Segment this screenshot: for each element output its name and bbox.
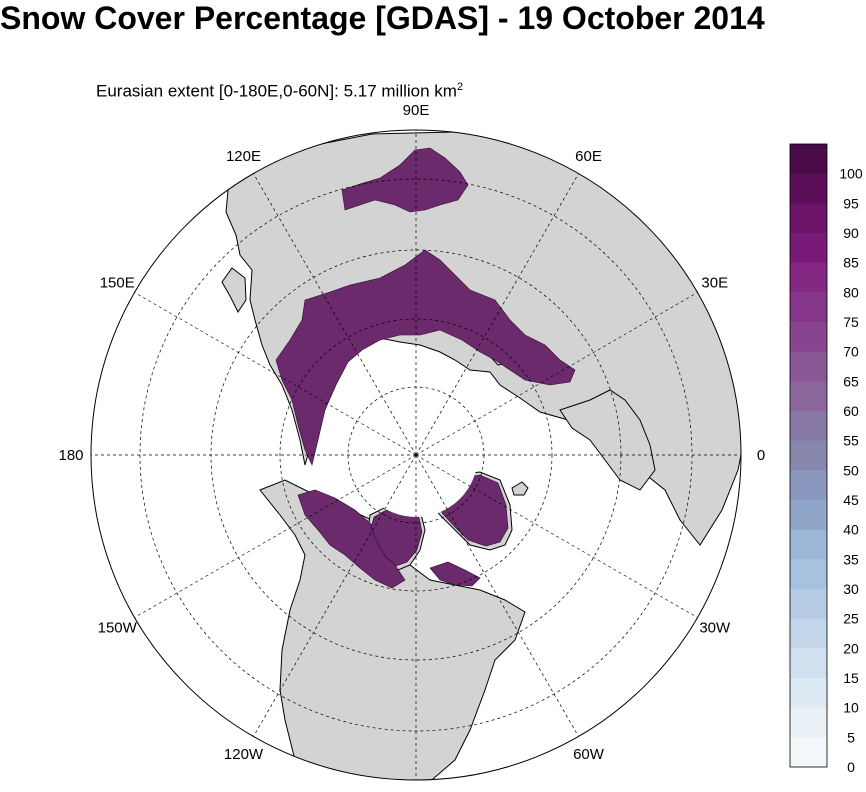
map-title: Snow Cover Percentage [GDAS] - 19 Octobe… bbox=[0, 0, 765, 36]
colorbar-tick-label: 55 bbox=[843, 433, 859, 449]
colorbar-tick-label: 10 bbox=[843, 700, 859, 716]
lon-60e-label: 60E bbox=[575, 148, 602, 165]
colorbar-swatch bbox=[790, 707, 827, 738]
colorbar-border bbox=[789, 143, 828, 768]
colorbar-tick-label: 45 bbox=[843, 492, 859, 508]
colorbar-swatch bbox=[790, 559, 827, 590]
colorbar-tick-label: 50 bbox=[843, 462, 859, 478]
colorbar-tick-label: 35 bbox=[843, 551, 859, 567]
colorbar-swatch bbox=[790, 618, 827, 649]
colorbar-tick-label: 60 bbox=[843, 403, 859, 419]
colorbar-swatch bbox=[790, 411, 827, 442]
colorbar-swatch bbox=[790, 737, 827, 768]
colorbar-swatch bbox=[790, 233, 827, 264]
globe-border bbox=[90, 129, 742, 781]
colorbar-tick-label: 25 bbox=[843, 611, 859, 627]
land-iceland bbox=[511, 481, 529, 496]
colorbar-swatch bbox=[790, 144, 827, 175]
meridian-line bbox=[134, 454, 417, 618]
colorbar-tick-label: 80 bbox=[843, 284, 859, 300]
eurasian-extent-text: Eurasian extent [0-180E,0-60N]: 5.17 mil… bbox=[96, 81, 457, 101]
colorbar-tick-label: 0 bbox=[847, 759, 855, 775]
colorbar-swatch bbox=[790, 351, 827, 382]
meridian-line bbox=[253, 173, 417, 456]
lon-120w-label: 120W bbox=[224, 746, 264, 763]
colorbar-swatch bbox=[790, 173, 827, 204]
meridian-line bbox=[415, 454, 579, 737]
snow-north-asia bbox=[341, 147, 469, 213]
colorbar-swatch bbox=[790, 589, 827, 620]
land-scandinavia bbox=[559, 389, 656, 491]
colorbar-tick-label: 65 bbox=[843, 373, 859, 389]
colorbar-swatch bbox=[790, 500, 827, 531]
lon-30e-label: 30E bbox=[701, 275, 728, 292]
colorbar-swatch bbox=[790, 648, 827, 679]
colorbar-swatch bbox=[790, 470, 827, 501]
lon-60w-label: 60W bbox=[573, 746, 605, 763]
longitude-labels: 90E60E30E030W60W90W120W150W180150E120E bbox=[58, 102, 765, 763]
colorbar-tick-label: 95 bbox=[843, 195, 859, 211]
meridian-line bbox=[415, 173, 579, 456]
meridian-line bbox=[415, 292, 698, 456]
colorbar-swatch bbox=[790, 440, 827, 471]
snow-alaska-yukon bbox=[297, 489, 406, 589]
colorbar-tick-label: 20 bbox=[843, 640, 859, 656]
colorbar-tick-label: 15 bbox=[843, 670, 859, 686]
meridian-line bbox=[415, 454, 698, 618]
subtitle-superscript: 2 bbox=[456, 81, 464, 93]
snow-quebec bbox=[429, 561, 481, 587]
colorbar-tick-label: 30 bbox=[843, 581, 859, 597]
colorbar-swatch bbox=[790, 322, 827, 353]
colorbar-tick-label: 40 bbox=[843, 522, 859, 538]
lon-120e-label: 120E bbox=[226, 148, 261, 165]
colorbar-swatch bbox=[790, 262, 827, 293]
lon-150e-label: 150E bbox=[100, 275, 135, 292]
colorbar-tick-label: 5 bbox=[847, 729, 855, 745]
lon-150w-label: 150W bbox=[98, 620, 138, 637]
colorbar-swatch bbox=[790, 529, 827, 560]
meridian-line bbox=[253, 454, 417, 737]
lon-180-label: 180 bbox=[58, 447, 83, 464]
colorbar-swatch bbox=[790, 203, 827, 234]
colorbar-tick-label: 70 bbox=[843, 344, 859, 360]
lon-0-label: 0 bbox=[757, 447, 765, 464]
lon-90e-label: 90E bbox=[403, 102, 430, 119]
map-subtitle: Eurasian extent [0-180E,0-60N]: 5.17 mil… bbox=[96, 76, 463, 103]
colorbar-tick-label: 100 bbox=[839, 166, 863, 182]
colorbar-swatch bbox=[790, 381, 827, 412]
lon-30w-label: 30W bbox=[699, 620, 731, 637]
colorbar-swatch bbox=[790, 292, 827, 323]
colorbar-tick-label: 75 bbox=[843, 314, 859, 330]
map-content bbox=[91, 130, 741, 780]
meridian-lines bbox=[91, 130, 741, 780]
colorbar-tick-label: 85 bbox=[843, 255, 859, 271]
colorbar: 1009590858075706560555045403530252015105… bbox=[789, 143, 863, 775]
snow-siberia bbox=[275, 249, 576, 466]
colorbar-tick-label: 90 bbox=[843, 225, 859, 241]
colorbar-swatch bbox=[790, 678, 827, 709]
land-kamchatka bbox=[221, 267, 247, 313]
meridian-line bbox=[134, 292, 417, 456]
